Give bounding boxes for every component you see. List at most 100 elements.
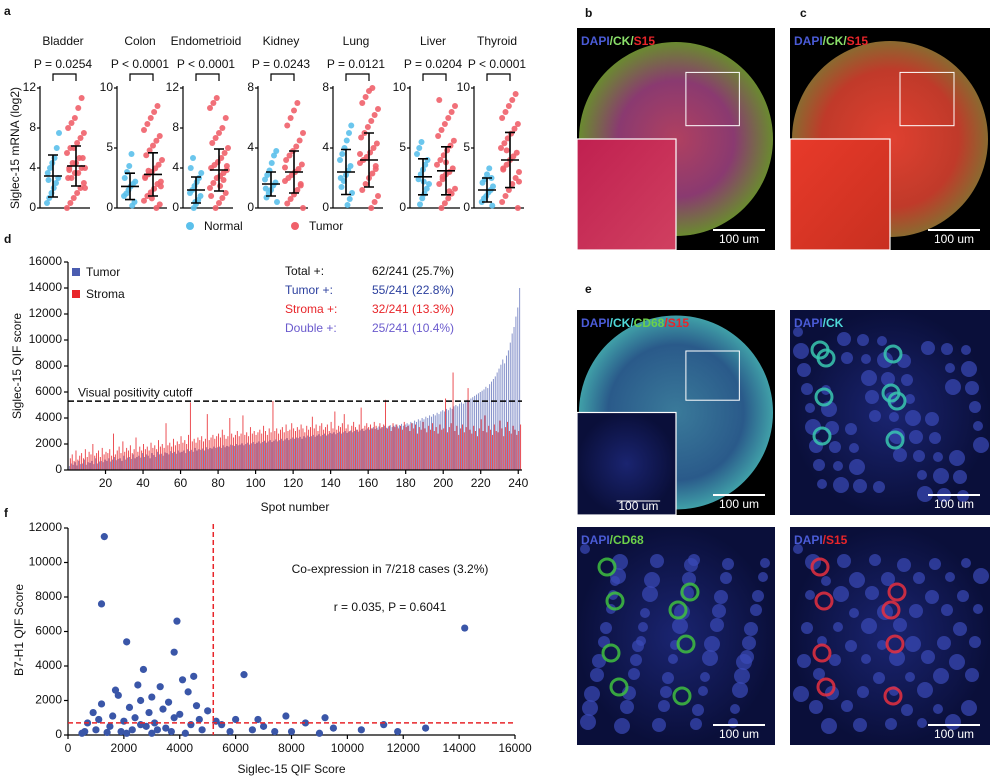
scatter-point — [103, 728, 111, 737]
y-tick-label: 12000 — [29, 520, 63, 534]
x-tick-label: 80 — [211, 476, 225, 490]
bar — [368, 427, 370, 470]
bar — [425, 416, 427, 470]
y-axis-label: B7-H1 QIF Score — [12, 584, 26, 676]
bar — [121, 460, 123, 470]
bar — [403, 421, 405, 470]
y-tick-label: 10 — [457, 80, 471, 94]
nucleus — [801, 622, 813, 634]
bar — [373, 421, 375, 470]
scatter-point — [89, 708, 97, 717]
nucleus — [722, 558, 734, 570]
bar — [508, 431, 510, 470]
data-dot — [80, 130, 87, 136]
bar — [374, 429, 376, 470]
nucleus — [933, 704, 943, 714]
nucleus — [793, 343, 809, 359]
data-dot — [68, 120, 75, 126]
scale-label: 100 um — [719, 232, 759, 246]
bar — [363, 431, 365, 470]
data-dot — [77, 135, 84, 141]
nucleus — [869, 554, 881, 566]
data-dot — [423, 185, 430, 192]
y-tick-label: 2000 — [35, 436, 62, 450]
data-dot — [282, 164, 288, 171]
data-dot — [44, 200, 50, 206]
nucleus — [829, 654, 841, 666]
bar — [347, 424, 349, 470]
nucleus — [953, 622, 967, 636]
bar — [394, 427, 396, 470]
bar — [292, 437, 294, 470]
data-dot — [368, 118, 375, 124]
stain-label: DAPI/S15 — [794, 533, 848, 547]
data-dot — [359, 187, 366, 193]
bar — [287, 431, 289, 470]
data-dot — [64, 150, 70, 156]
nucleus — [620, 700, 634, 714]
nucleus — [877, 640, 887, 650]
bar — [432, 414, 434, 470]
nucleus — [877, 336, 887, 346]
bar — [128, 457, 130, 470]
bar — [448, 427, 450, 470]
nucleus — [961, 361, 977, 377]
stained-cell — [881, 600, 901, 620]
bar — [315, 424, 317, 470]
data-dot — [358, 134, 365, 141]
nucleus — [793, 686, 809, 702]
bar — [362, 428, 364, 470]
bar — [261, 433, 263, 470]
error-bar-line — [501, 131, 519, 189]
bar — [439, 424, 441, 470]
bar — [267, 441, 269, 470]
bar — [451, 408, 453, 470]
y-tick-label: 10000 — [29, 332, 63, 346]
nucleus — [877, 604, 893, 620]
nucleus — [797, 363, 811, 377]
nucleus — [905, 636, 921, 652]
bar — [402, 425, 404, 470]
nucleus — [881, 372, 895, 386]
data-dot — [372, 163, 379, 169]
data-dot — [286, 152, 293, 159]
legend-marker — [291, 222, 299, 230]
bar — [340, 433, 342, 470]
data-dot — [157, 183, 164, 190]
bar — [86, 457, 88, 470]
micrograph — [790, 310, 990, 515]
error-bar — [337, 148, 355, 196]
nucleus — [758, 572, 768, 582]
data-dot — [297, 181, 304, 187]
bar — [205, 447, 207, 470]
bar — [190, 449, 192, 470]
data-dot — [291, 107, 297, 114]
y-tick-label: 0 — [172, 200, 179, 214]
bar — [467, 388, 469, 470]
scatter-point — [176, 710, 184, 718]
bar — [272, 401, 274, 470]
nucleus — [901, 704, 913, 716]
bar — [279, 429, 281, 470]
nucleus — [893, 618, 907, 632]
bar — [335, 434, 337, 470]
bar — [88, 451, 90, 470]
bar — [427, 418, 429, 470]
error-bar-line — [478, 177, 496, 203]
bar — [369, 429, 371, 470]
data-dot — [499, 199, 506, 205]
bar — [351, 425, 353, 470]
bar — [122, 441, 124, 470]
nucleus — [949, 654, 965, 670]
bar — [94, 455, 96, 470]
bar — [113, 433, 114, 470]
bar — [486, 432, 488, 470]
data-dot — [346, 130, 352, 136]
data-dot — [438, 205, 445, 211]
bar — [273, 440, 275, 470]
nucleus — [925, 590, 939, 604]
nucleus — [833, 586, 849, 602]
bracket — [270, 73, 295, 81]
data-dot — [44, 170, 51, 176]
nucleus — [873, 481, 885, 493]
